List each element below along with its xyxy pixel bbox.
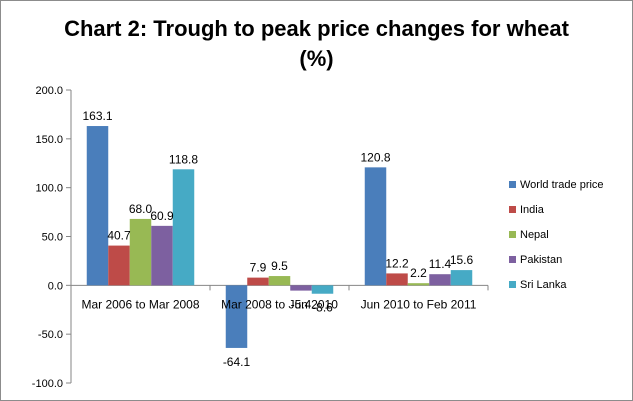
bar [311, 285, 334, 294]
bar [129, 218, 152, 286]
data-label: 2.2 [410, 266, 427, 280]
bar [386, 273, 408, 286]
x-category-label: Mar 2006 to Mar 2008 [81, 297, 199, 311]
data-label: 60.9 [150, 209, 174, 223]
legend-label: Sri Lanka [520, 279, 567, 291]
data-label: 7.9 [250, 261, 267, 275]
data-label: 12.2 [385, 256, 409, 270]
y-tick-label: 200.0 [35, 85, 63, 97]
data-label: 118.8 [169, 152, 198, 166]
data-label: 68.0 [129, 202, 153, 216]
y-tick-label: 150.0 [35, 134, 63, 146]
bar [172, 169, 195, 286]
data-label: 40.7 [107, 229, 131, 243]
chart-title-line2: (%) [299, 46, 334, 71]
legend-label: World trade price [520, 179, 604, 191]
y-tick-label: 0.0 [48, 280, 63, 292]
legend-label: Pakistan [520, 254, 562, 266]
data-label: 11.4 [429, 257, 452, 271]
bar [268, 276, 291, 286]
bar [364, 167, 387, 286]
legend-swatch [509, 181, 516, 188]
bar [108, 245, 130, 286]
bar [247, 277, 269, 286]
chart-title-line1: Chart 2: Trough to peak price changes fo… [64, 16, 569, 41]
bar [407, 283, 430, 286]
data-label: 9.5 [271, 259, 288, 273]
data-label: 163.1 [82, 109, 112, 123]
legend-swatch [509, 256, 516, 263]
y-tick-label: 100.0 [35, 183, 63, 195]
x-category-label: Jun 2010 to Feb 2011 [361, 297, 477, 311]
bar [290, 285, 312, 291]
y-tick-label: 50.0 [42, 232, 63, 244]
bar [151, 225, 173, 286]
bar [225, 285, 248, 348]
x-category-label: Mar 2008 to Jun 2010 [221, 297, 338, 311]
legend-swatch [509, 281, 516, 288]
y-tick-label: -50.0 [38, 329, 63, 341]
bar [86, 126, 109, 286]
legend-swatch [509, 231, 516, 238]
data-label: 15.6 [450, 253, 474, 267]
data-label: -5.4 [291, 298, 312, 312]
legend-label: India [520, 204, 545, 216]
legend-label: Nepal [520, 229, 549, 241]
chart-title: Chart 2: Trough to peak price changes fo… [0, 14, 633, 74]
legend-swatch [509, 206, 516, 213]
bar [450, 270, 473, 286]
y-tick-label: -100.0 [32, 378, 63, 390]
data-label: -8.6 [312, 301, 333, 315]
data-label: -64.1 [223, 355, 251, 369]
bar [429, 274, 451, 286]
data-label: 120.8 [360, 150, 390, 164]
